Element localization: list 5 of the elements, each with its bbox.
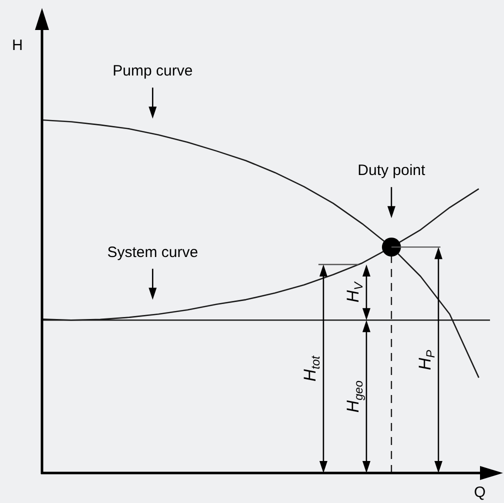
annotation: Duty point (358, 162, 426, 180)
y-axis-title: H (12, 37, 23, 54)
text: Pump curve (112, 62, 193, 80)
annotation: System curve (107, 244, 198, 261)
x-axis-title: Q (474, 484, 486, 501)
